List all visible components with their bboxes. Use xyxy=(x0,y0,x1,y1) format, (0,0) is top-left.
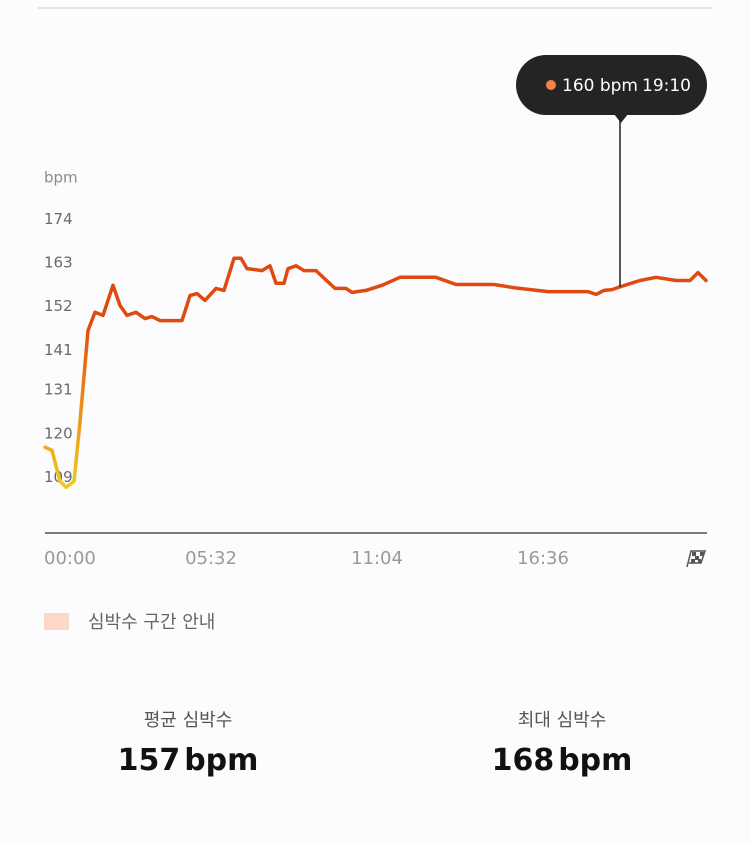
stat-unit: bpm xyxy=(558,743,632,778)
tooltip-value: 160 bpm xyxy=(562,76,638,96)
finish-flag xyxy=(686,550,707,568)
y-tick-label: 174 xyxy=(44,210,73,228)
heart-rate-line xyxy=(43,256,708,490)
stat-unit: bpm xyxy=(184,743,258,778)
stat-number: 157 xyxy=(118,743,181,778)
stat-label: 최대 심박수 xyxy=(518,710,607,731)
y-tick-label: 141 xyxy=(44,341,73,359)
tooltip-pointer xyxy=(614,114,628,123)
y-tick-label: 152 xyxy=(44,297,73,315)
x-tick-label: 00:00 xyxy=(44,548,96,569)
y-axis-label: bpm xyxy=(44,169,78,187)
stat-value: 157 bpm xyxy=(118,743,259,778)
x-tick-label: 11:04 xyxy=(351,548,403,569)
legend-label[interactable]: 심박수 구간 안내 xyxy=(88,612,215,633)
y-tick-label: 120 xyxy=(44,424,73,442)
stat-value: 168 bpm xyxy=(492,743,633,778)
tooltip-time: 19:10 xyxy=(642,76,691,96)
tooltip-dot xyxy=(546,80,556,90)
stat-label: 평균 심박수 xyxy=(144,710,233,731)
y-tick-label: 163 xyxy=(44,254,73,272)
stat-number: 168 xyxy=(492,743,555,778)
x-tick-label: 05:32 xyxy=(185,548,237,569)
y-tick-label: 131 xyxy=(44,381,73,399)
x-tick-label: 16:36 xyxy=(517,548,569,569)
tooltip: 160 bpm 19:10 xyxy=(516,55,707,287)
tooltip-box xyxy=(516,55,707,115)
legend-swatch xyxy=(44,613,69,630)
